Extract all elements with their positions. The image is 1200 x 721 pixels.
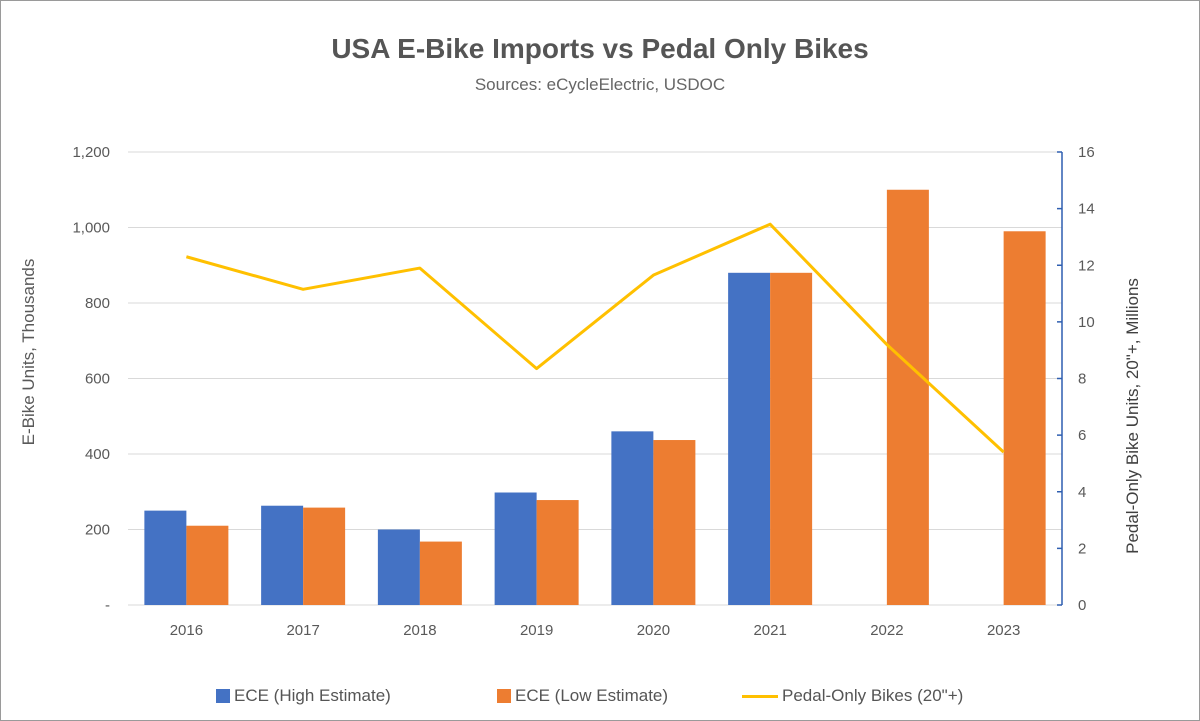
bar-high-2020 [611, 431, 654, 605]
y-tick-label: - [105, 597, 110, 614]
bar-high-2019 [494, 492, 537, 605]
bar-high-2021 [728, 272, 771, 605]
legend-swatch-low [497, 689, 511, 703]
y2-tick-label: 6 [1078, 427, 1086, 444]
x-tick-label: 2020 [637, 622, 670, 639]
y2-tick-label: 12 [1078, 257, 1095, 274]
axes [1057, 151, 1063, 606]
bar-high-2016 [144, 510, 187, 605]
legend-item-low: ECE (Low Estimate) [497, 686, 668, 706]
y-tick-label: 400 [85, 446, 110, 463]
x-tick-label: 2018 [403, 622, 436, 639]
y2-tick-label: 2 [1078, 540, 1086, 557]
y2-tick-label: 8 [1078, 371, 1086, 388]
bar-low-2021 [770, 272, 813, 605]
y-tick-label: 200 [85, 522, 110, 539]
x-tick-label: 2022 [870, 622, 903, 639]
legend-swatch-pedal [742, 694, 778, 698]
legend-item-pedal: Pedal-Only Bikes (20"+) [742, 686, 963, 706]
bar-low-2019 [536, 500, 579, 605]
legend-item-high: ECE (High Estimate) [216, 686, 391, 706]
bar-high-2017 [261, 505, 304, 605]
bar-high-2018 [377, 529, 420, 605]
bar-low-2017 [303, 507, 346, 605]
chart-title: USA E-Bike Imports vs Pedal Only Bikes [331, 33, 869, 64]
y2-axis-label: Pedal-Only Bike Units, 20"+, Millions [1123, 278, 1142, 554]
y-tick-label: 1,200 [72, 144, 110, 161]
bar-low-2023 [1003, 231, 1046, 605]
bar-low-2022 [886, 189, 929, 605]
y2-tick-label: 0 [1078, 597, 1086, 614]
y2-tick-label: 16 [1078, 144, 1095, 161]
legend-label-high: ECE (High Estimate) [234, 686, 391, 705]
x-tick-label: 2016 [170, 622, 203, 639]
y2-tick-label: 14 [1078, 201, 1095, 218]
y-axis-label: E-Bike Units, Thousands [19, 259, 38, 446]
pedal-line [185, 222, 1005, 454]
bar-low-2018 [419, 541, 462, 605]
bars [144, 189, 1046, 605]
bar-low-2020 [653, 440, 696, 605]
x-tick-label: 2019 [520, 622, 553, 639]
x-tick-label: 2021 [753, 622, 786, 639]
tick-labels: - 200 400 600 800 1,000 1,200 0 2 4 6 8 10 12 14 16 2016… [72, 144, 1094, 639]
bar-low-2016 [186, 525, 229, 605]
y-tick-label: 800 [85, 295, 110, 312]
chart-subtitle: Sources: eCycleElectric, USDOC [474, 75, 726, 94]
y-tick-label: 1,000 [72, 220, 110, 237]
y2-tick-label: 4 [1078, 484, 1086, 501]
pedal-series-line [185, 222, 1005, 454]
legend-label-pedal: Pedal-Only Bikes (20"+) [782, 686, 964, 705]
y-tick-label: 600 [85, 371, 110, 388]
x-tick-label: 2023 [987, 622, 1020, 639]
legend: ECE (High Estimate) ECE (Low Estimate) P… [0, 686, 1200, 712]
legend-label-low: ECE (Low Estimate) [515, 686, 669, 705]
x-tick-label: 2017 [286, 622, 319, 639]
y2-tick-label: 10 [1078, 314, 1095, 331]
legend-swatch-high [216, 689, 230, 703]
